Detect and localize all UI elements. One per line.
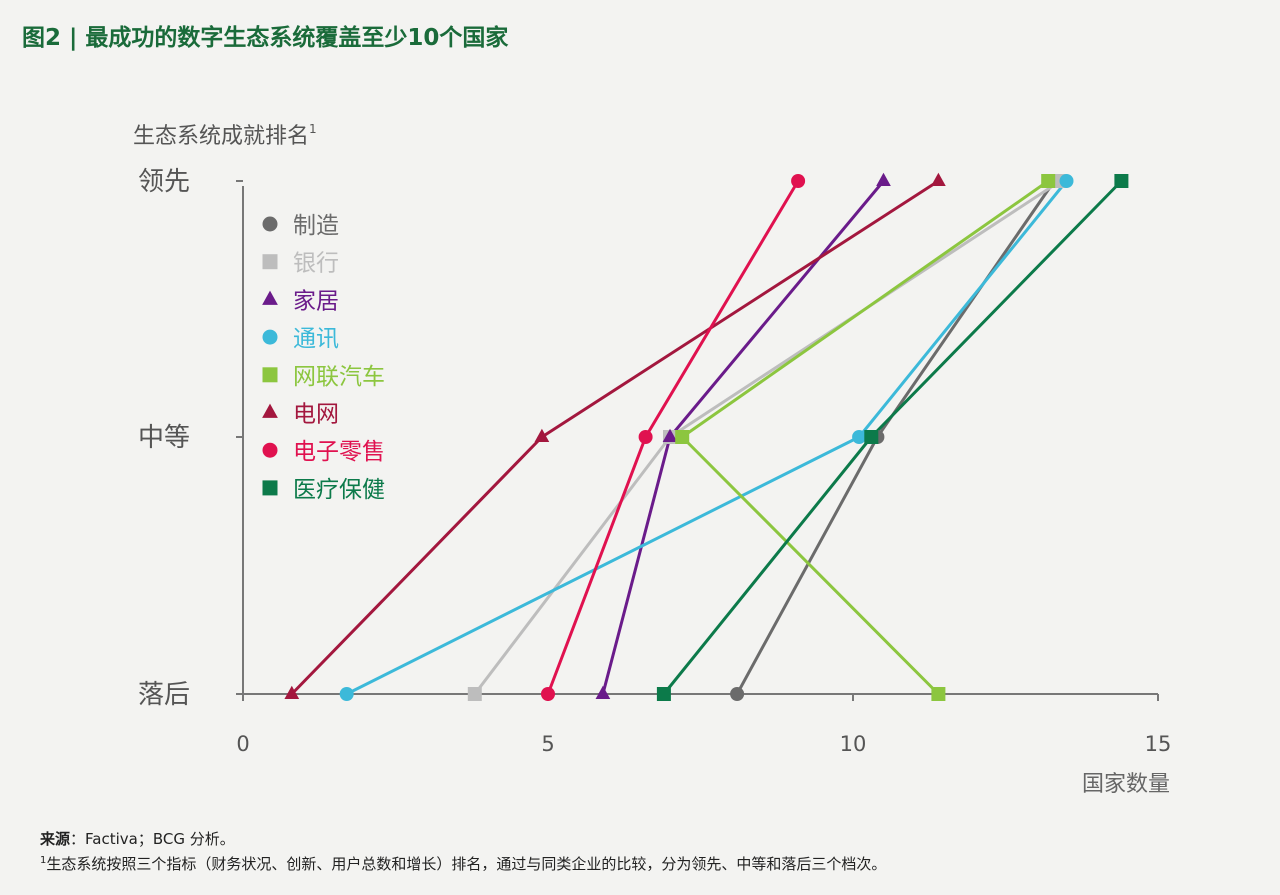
- x-tick-label-10: 10: [840, 732, 867, 756]
- footnote-marker: 1: [40, 855, 47, 866]
- x-tick-label-5: 5: [541, 732, 554, 756]
- data-point-银行-0: [467, 687, 482, 701]
- source-line: 来源：Factiva；BCG 分析。: [40, 828, 886, 850]
- legend-marker-银行: [262, 254, 278, 270]
- legend-label-家居: 家居: [293, 288, 339, 314]
- legend-marker-通讯: [262, 329, 278, 345]
- legend-marker-家居: [262, 290, 278, 305]
- data-point-网联汽车-1: [675, 430, 690, 444]
- data-point-医疗保健-1: [864, 430, 879, 444]
- data-point-通讯-1: [852, 430, 867, 444]
- data-point-家居-1: [662, 428, 678, 443]
- series-line-医疗保健: [662, 179, 1123, 695]
- x-tick-label-15: 15: [1145, 732, 1172, 756]
- data-point-电网-1: [534, 428, 550, 443]
- footnote-text: 生态系统按照三个指标（财务状况、创新、用户总数和增长）排名，通过与同类企业的比较…: [46, 855, 887, 873]
- y-axis-title: 生态系统成就排名1: [133, 122, 317, 149]
- x-tick-label-0: 0: [236, 732, 249, 756]
- data-point-电子零售-0: [541, 687, 555, 701]
- data-point-网联汽车-2: [1041, 174, 1056, 188]
- series-line-通讯: [346, 180, 1068, 696]
- footer: 来源：Factiva；BCG 分析。 1生态系统按照三个指标（财务状况、创新、用…: [40, 828, 886, 875]
- data-point-医疗保健-2: [1114, 174, 1129, 188]
- legend-label-通讯: 通讯: [293, 326, 339, 352]
- y-axis-title-sup: 1: [309, 122, 317, 136]
- legend-marker-电网: [262, 403, 278, 418]
- footnote-line: 1生态系统按照三个指标（财务状况、创新、用户总数和增长）排名，通过与同类企业的比…: [40, 850, 886, 875]
- data-point-电子零售-2: [791, 174, 806, 188]
- data-point-通讯-0: [339, 687, 354, 701]
- series-line-制造: [735, 180, 1056, 695]
- legend-label-电网: 电网: [293, 402, 339, 428]
- y-axis-title-text: 生态系统成就排名: [133, 124, 309, 149]
- y-tick-label-领先: 领先: [138, 167, 190, 197]
- data-point-网联汽车-0: [931, 687, 946, 701]
- data-point-家居-0: [595, 685, 611, 700]
- legend-label-制造: 制造: [293, 213, 339, 239]
- legend-marker-电子零售: [262, 442, 278, 458]
- series-line-电网: [290, 179, 940, 696]
- data-point-制造-0: [730, 687, 745, 701]
- data-point-电子零售-1: [638, 430, 653, 444]
- legend-marker-网联汽车: [262, 367, 278, 383]
- source-label: 来源: [40, 830, 71, 848]
- y-tick-label-落后: 落后: [138, 680, 190, 710]
- x-axis-title: 国家数量: [1082, 772, 1170, 797]
- legend-marker-医疗保健: [262, 480, 278, 496]
- data-point-医疗保健-0: [656, 687, 671, 701]
- source-text: ：Factiva；BCG 分析。: [70, 830, 235, 848]
- data-point-家居-2: [876, 172, 891, 187]
- line-chart: 生态系统成就排名1 落后 中等 领先 0 5 10 15 国家数量 制造银行家居通讯网联汽车电网电…: [133, 122, 1172, 797]
- legend-marker-制造: [262, 216, 278, 232]
- chart-title: 图2 | 最成功的数字生态系统覆盖至少10个国家: [22, 25, 509, 51]
- legend-label-网联汽车: 网联汽车: [293, 364, 385, 390]
- data-point-电网-0: [284, 685, 300, 700]
- data-point-电网-2: [931, 172, 946, 187]
- legend-label-电子零售: 电子零售: [293, 439, 385, 465]
- legend-label-医疗保健: 医疗保健: [293, 477, 385, 503]
- legend-label-银行: 银行: [293, 251, 339, 277]
- y-tick-label-中等: 中等: [138, 423, 190, 453]
- data-point-通讯-2: [1059, 174, 1074, 188]
- series-line-银行: [473, 179, 1062, 695]
